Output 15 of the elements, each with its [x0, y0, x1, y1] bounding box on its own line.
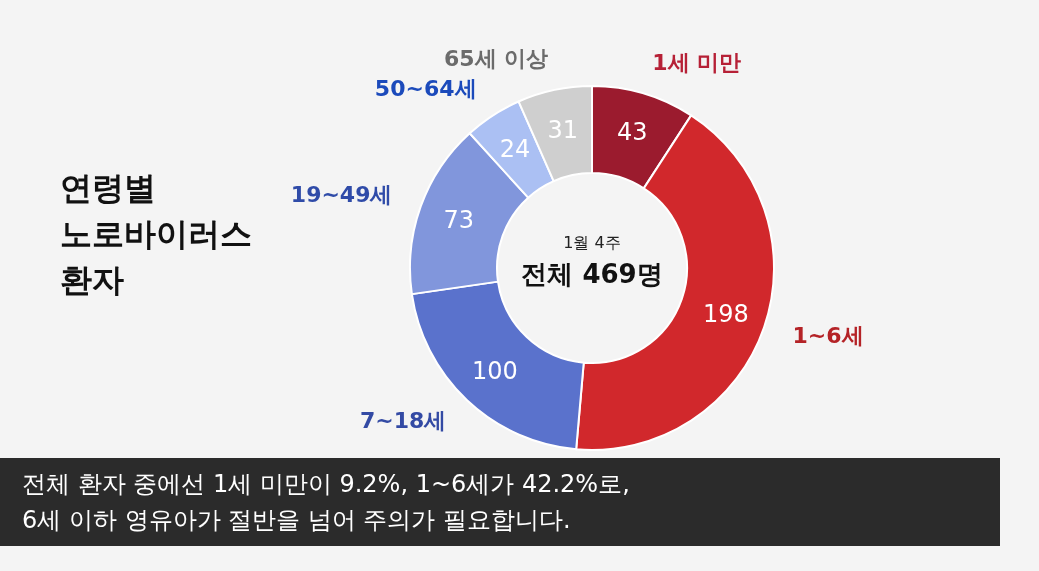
slice-label: 65세 이상	[444, 46, 549, 72]
slice-label: 1~6세	[792, 322, 864, 348]
slice-label: 19~49세	[290, 181, 393, 207]
text: 전체 469명	[521, 259, 663, 289]
data-label: 198	[702, 300, 749, 329]
data-label: 43	[616, 118, 648, 147]
text: 전체 환자 중에선 1세 미만이 9.2%, 1~6세가 42.2%로, 6세 이하 영유아가 절반을 넘어 주의가 필요합니다.	[22, 470, 630, 534]
data-label: 73	[443, 206, 475, 235]
data-label: 100	[471, 356, 518, 385]
slice-label: 50~64세	[374, 75, 477, 101]
text: 1월 4주	[563, 232, 621, 252]
slice-label: 1세 미만	[652, 50, 742, 76]
slice-label: 7~18세	[360, 407, 447, 433]
text: 연령별 노로바이러스 환자	[60, 169, 252, 299]
data-label: 24	[499, 135, 531, 164]
